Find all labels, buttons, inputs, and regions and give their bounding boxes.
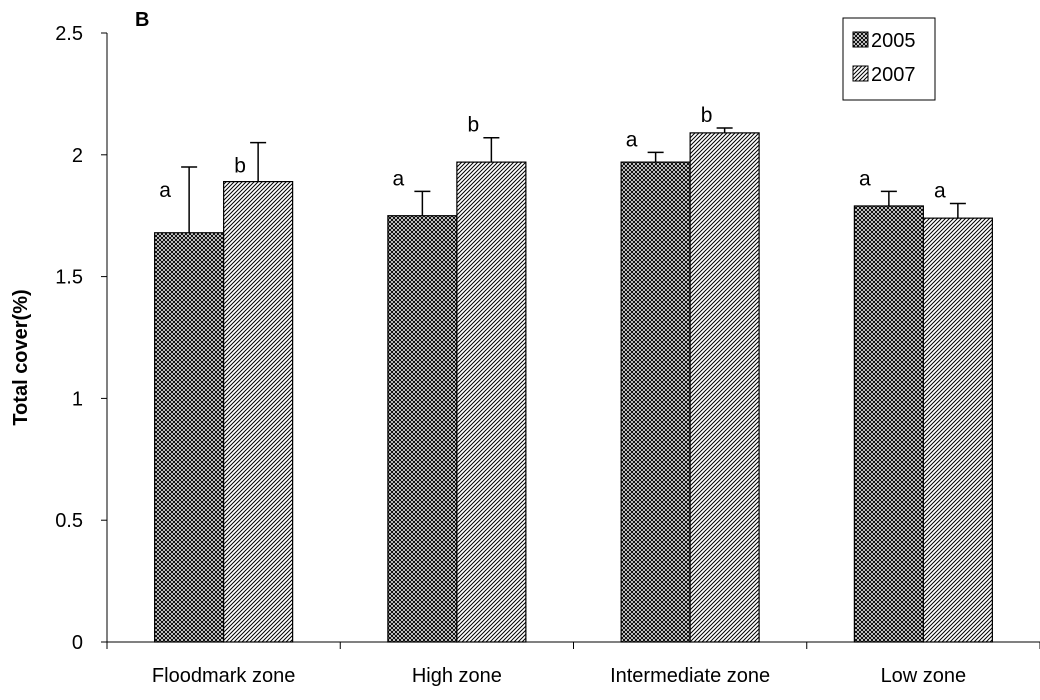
legend-swatch-2007 [852,65,869,82]
significance-label: a [859,167,871,190]
significance-label: a [159,179,171,202]
significance-label: a [393,167,405,190]
significance-label: a [934,180,946,203]
y-tick-label: 2 [72,145,83,167]
legend-swatch-2005 [852,31,869,48]
legend-label: 2007 [871,64,916,86]
panel-label: B [135,9,149,31]
x-tick-label: Floodmark zone [152,665,295,687]
bar-2005 [387,215,458,643]
bar-2005 [853,205,924,643]
legend-label: 2005 [871,30,916,52]
bar-2007 [223,180,294,643]
significance-label: b [234,155,246,178]
significance-label: b [468,114,480,137]
x-tick-label: High zone [412,665,502,687]
significance-label: a [626,128,638,151]
y-tick-label: 0 [72,632,83,654]
y-tick-label: 1.5 [55,267,83,289]
bar-2005 [620,161,691,643]
bar-2007 [456,161,527,643]
bar-2007 [922,217,993,643]
x-tick-label: Low zone [881,665,967,687]
bar-2007 [689,132,760,643]
y-axis-label: Total cover(%) [10,289,32,425]
y-tick-label: 0.5 [55,510,83,532]
bar-2005 [154,232,225,643]
y-tick-label: 2.5 [55,23,83,45]
significance-label: b [701,104,713,127]
y-tick-label: 1 [72,388,83,410]
x-tick-label: Intermediate zone [610,665,770,687]
